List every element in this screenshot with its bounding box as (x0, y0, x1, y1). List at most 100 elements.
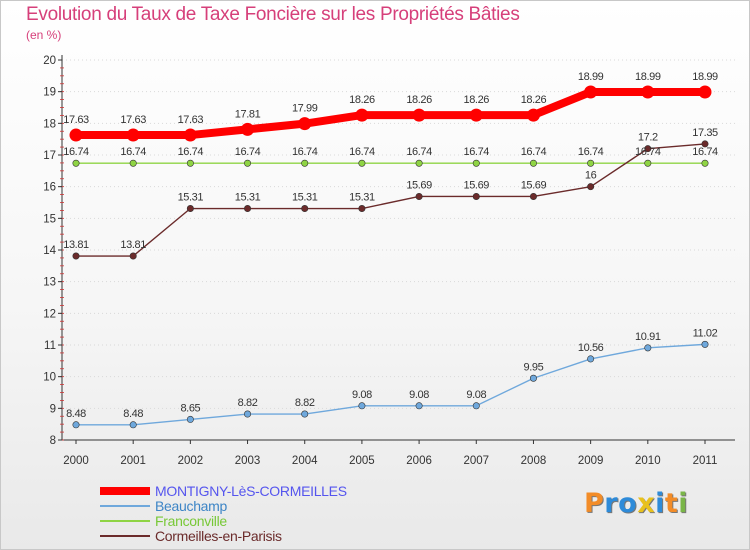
x-tick-label: 2009 (578, 455, 604, 467)
data-point-beauchamp (129, 421, 137, 429)
data-label-cormeilles-en-parisis: 15.31 (178, 192, 204, 204)
legend-label: MONTIGNY-LèS-CORMEILLES (155, 483, 347, 499)
data-label-beauchamp: 11.02 (693, 327, 718, 339)
legend-item: Cormeilles-en-Parisis (100, 529, 430, 544)
data-point-franconville (415, 159, 423, 167)
legend-swatch (100, 487, 150, 495)
data-point-franconville (358, 159, 366, 167)
data-point-beauchamp (529, 374, 537, 382)
data-point-cormeilles-en-parisis (301, 205, 309, 213)
logo-letter: x (637, 488, 656, 519)
data-label-franconville: 16.74 (635, 146, 661, 158)
logo-letter: i (678, 488, 689, 519)
data-label-beauchamp: 8.48 (123, 408, 143, 420)
data-point-montigny-l-s-cormeilles (584, 85, 598, 99)
proxiti-logo: Proxiti (584, 488, 688, 519)
legend-label: Beauchamp (155, 498, 228, 514)
data-label-cormeilles-en-parisis: 17.35 (692, 127, 718, 139)
legend-label: Franconville (155, 513, 227, 529)
data-point-franconville (472, 159, 480, 167)
data-label-franconville: 16.74 (235, 146, 261, 158)
data-label-franconville: 16.74 (120, 146, 146, 158)
data-label-franconville: 16.74 (692, 146, 718, 158)
data-point-beauchamp (415, 402, 423, 410)
data-label-beauchamp: 10.91 (635, 331, 661, 343)
data-label-beauchamp: 9.08 (352, 389, 372, 401)
logo-letter: o (618, 488, 638, 519)
data-point-montigny-l-s-cormeilles (412, 108, 426, 122)
chart-title: Evolution du Taux de Taxe Foncière sur l… (26, 4, 520, 25)
data-point-montigny-l-s-cormeilles (126, 128, 140, 142)
data-label-beauchamp: 9.08 (409, 389, 429, 401)
data-label-montigny-l-s-cormeilles: 18.99 (578, 71, 604, 83)
legend-item: Beauchamp (100, 499, 430, 514)
data-label-beauchamp: 8.82 (295, 397, 315, 409)
data-label-montigny-l-s-cormeilles: 18.26 (464, 94, 490, 106)
data-label-franconville: 16.74 (349, 146, 375, 158)
data-label-franconville: 16.74 (292, 146, 318, 158)
y-tick-label: 8 (50, 435, 56, 447)
data-point-montigny-l-s-cormeilles (469, 108, 483, 122)
data-label-cormeilles-en-parisis: 15.69 (406, 179, 432, 191)
logo-letter: t (664, 488, 679, 519)
data-label-cormeilles-en-parisis: 15.69 (464, 179, 490, 191)
x-tick-label: 2001 (120, 455, 146, 467)
data-point-montigny-l-s-cormeilles (698, 85, 712, 99)
y-tick-label: 15 (43, 213, 56, 225)
legend: MONTIGNY-LèS-CORMEILLES Beauchamp Franconv… (100, 484, 430, 544)
x-tick-label: 2004 (292, 455, 318, 467)
y-tick-label: 19 (43, 87, 56, 99)
line-chart: 8 9 10 11 12 13 14 15 16 17 18 19 20 2000 2001 2002 2003… (43, 55, 735, 467)
data-label-franconville: 16.74 (406, 146, 432, 158)
data-point-beauchamp (72, 421, 80, 429)
logo-letter: r (604, 488, 619, 519)
data-label-cormeilles-en-parisis: 17.2 (638, 132, 658, 144)
data-point-beauchamp (186, 415, 194, 423)
data-label-montigny-l-s-cormeilles: 17.63 (63, 114, 89, 126)
data-label-beauchamp: 8.82 (238, 397, 258, 409)
data-point-montigny-l-s-cormeilles (355, 108, 369, 122)
x-tick-label: 2007 (463, 455, 489, 467)
data-point-cormeilles-en-parisis (186, 205, 194, 213)
data-label-cormeilles-en-parisis: 13.81 (120, 239, 146, 251)
data-point-beauchamp (644, 344, 652, 352)
legend-label: Cormeilles-en-Parisis (155, 528, 282, 544)
logo-letter: i (655, 488, 665, 519)
x-tick-label: 2002 (178, 455, 204, 467)
data-point-cormeilles-en-parisis (129, 252, 137, 260)
data-point-cormeilles-en-parisis (415, 192, 423, 200)
series-line-beauchamp (76, 343, 706, 426)
data-point-cormeilles-en-parisis (587, 183, 595, 191)
data-label-franconville: 16.74 (464, 146, 490, 158)
data-point-cormeilles-en-parisis (529, 192, 537, 200)
data-label-montigny-l-s-cormeilles: 18.26 (406, 94, 432, 106)
data-point-franconville (587, 159, 595, 167)
data-label-montigny-l-s-cormeilles: 18.99 (635, 71, 661, 83)
y-tick-label: 9 (50, 403, 56, 415)
data-label-beauchamp: 8.65 (180, 402, 200, 414)
data-point-franconville (701, 159, 709, 167)
data-point-beauchamp (301, 410, 309, 418)
data-label-montigny-l-s-cormeilles: 17.63 (178, 114, 204, 126)
data-point-franconville (244, 159, 252, 167)
data-point-cormeilles-en-parisis (644, 145, 652, 153)
data-label-franconville: 16.74 (178, 146, 204, 158)
data-label-franconville: 16.74 (63, 146, 89, 158)
x-tick-label: 2003 (235, 455, 261, 467)
y-tick-label: 20 (43, 55, 56, 67)
data-point-cormeilles-en-parisis (72, 252, 80, 260)
data-point-cormeilles-en-parisis (244, 205, 252, 213)
data-point-cormeilles-en-parisis (358, 205, 366, 213)
data-label-montigny-l-s-cormeilles: 17.63 (120, 114, 146, 126)
data-label-cormeilles-en-parisis: 15.69 (521, 179, 547, 191)
logo-letter: P (584, 488, 605, 519)
x-tick-label: 2006 (406, 455, 432, 467)
x-tick-label: 2005 (349, 455, 375, 467)
y-tick-label: 10 (43, 372, 56, 384)
y-tick-label: 16 (43, 182, 56, 194)
legend-item: MONTIGNY-LèS-CORMEILLES (100, 484, 430, 499)
data-point-montigny-l-s-cormeilles (526, 108, 540, 122)
data-point-cormeilles-en-parisis (472, 192, 480, 200)
data-label-beauchamp: 9.08 (466, 389, 486, 401)
data-label-beauchamp: 8.48 (66, 408, 86, 420)
